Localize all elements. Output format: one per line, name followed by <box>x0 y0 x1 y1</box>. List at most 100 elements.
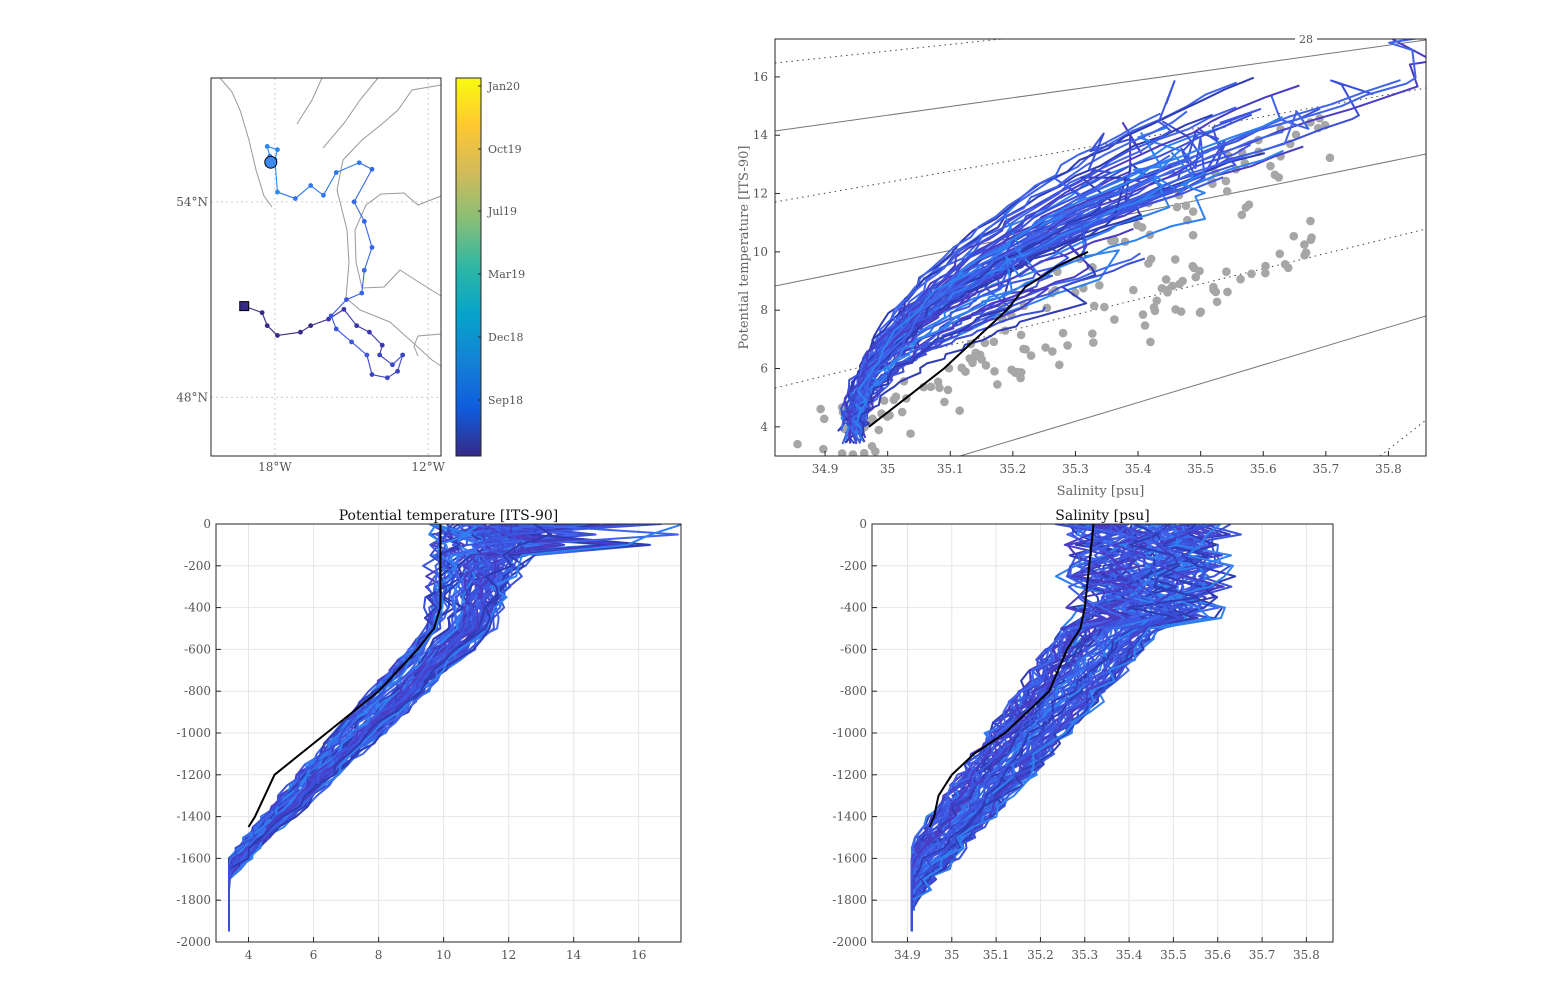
reference-point <box>1144 259 1153 268</box>
track-point <box>361 218 367 224</box>
profile-line <box>228 524 622 922</box>
reference-point <box>940 397 949 407</box>
profile-y-tick-label: -200 <box>840 559 867 573</box>
profile-y-tick-label: -600 <box>184 642 211 656</box>
track-point <box>351 199 357 205</box>
reference-point <box>1181 201 1191 210</box>
isopycnal-label: 28 <box>1299 33 1313 46</box>
reference-point <box>1140 321 1150 330</box>
profile-y-tick-label: 0 <box>203 517 211 531</box>
profile-plot-area <box>216 524 681 942</box>
ts-x-axis-label: Salinity [psu] <box>1057 484 1145 499</box>
track-point <box>308 323 314 329</box>
track-segment <box>369 331 383 346</box>
reference-point <box>1306 235 1316 245</box>
ts-x-tick-label: 35.2 <box>1000 462 1027 476</box>
isopycnal-line <box>775 39 1426 132</box>
reference-point <box>1222 186 1232 196</box>
track-segment <box>335 328 352 343</box>
profile-title: Salinity [psu] <box>1055 508 1149 524</box>
reference-point <box>859 448 869 456</box>
track-segment <box>371 373 388 379</box>
reference-point <box>1088 329 1097 338</box>
track-segment <box>351 341 368 356</box>
profile-x-tick-label: 12 <box>501 948 516 962</box>
profile-x-tick-label: 6 <box>310 948 318 962</box>
ts-x-tick-label: 35.3 <box>1062 462 1089 476</box>
reference-point <box>1178 276 1187 286</box>
reference-point <box>1157 284 1167 293</box>
ts-profile-line <box>849 132 1134 436</box>
profile-line <box>910 524 1219 912</box>
profile-x-tick-label: 35.6 <box>1204 948 1231 962</box>
profile-y-tick-label: -1800 <box>176 893 211 907</box>
reference-point <box>1129 285 1138 295</box>
reference-point <box>1247 269 1256 279</box>
reference-point <box>897 407 907 417</box>
profile-y-tick-label: -1400 <box>176 810 211 824</box>
track-point <box>395 368 400 374</box>
ts-frame <box>774 38 1427 457</box>
temperature-profile-panel: 4 6 8 10 12 14 16 0 -200 -400 -600 -800 -1000 -1200 -1… <box>176 508 682 962</box>
reference-point <box>1152 296 1162 305</box>
track-point <box>298 329 303 335</box>
track-point <box>377 352 383 358</box>
profile-x-tick-label: 35 <box>944 948 959 962</box>
reference-point <box>1110 315 1119 324</box>
ts-x-tick-label: 35.4 <box>1125 462 1152 476</box>
track-point <box>264 323 270 329</box>
reference-point <box>1161 275 1171 284</box>
ts-x-tick-label: 35.8 <box>1375 462 1402 476</box>
profile-line <box>228 524 645 922</box>
track-point <box>384 375 390 381</box>
ts-profile-line <box>851 245 1037 435</box>
reference-point <box>1042 303 1052 313</box>
reference-point <box>926 382 936 392</box>
ts-panel: 28 34.9 35 35.1 35.2 35.3 35.4 35.5 35.6 35.7 35.8… <box>737 33 1427 499</box>
reference-point <box>1222 267 1231 276</box>
colorbar <box>455 77 482 457</box>
track-point <box>321 192 326 198</box>
track-segment <box>310 318 329 327</box>
profile-line <box>228 524 556 922</box>
profile-x-tick-label: 14 <box>566 948 582 962</box>
reference-point <box>1048 347 1057 356</box>
track-point <box>333 170 339 175</box>
profile-line <box>228 524 618 932</box>
reference-point <box>867 441 877 451</box>
track-point <box>259 310 265 316</box>
map-frame <box>210 77 442 457</box>
reference-point <box>1058 328 1068 338</box>
profile-x-tick-label: 16 <box>631 948 646 962</box>
track-segment <box>361 270 365 294</box>
reference-point <box>819 414 829 424</box>
reference-point <box>1041 343 1050 352</box>
track-segment <box>366 354 373 375</box>
ts-profile-line <box>856 116 1283 423</box>
bathymetry-contour <box>413 333 442 357</box>
reference-point <box>1019 344 1028 354</box>
track-point <box>341 306 347 312</box>
profile-x-tick-label: 10 <box>436 948 451 962</box>
ts-y-tick-label: 10 <box>753 245 768 259</box>
reference-point <box>1266 161 1275 171</box>
track-segment <box>379 354 393 366</box>
reference-point <box>1261 268 1270 278</box>
reference-point <box>1172 202 1182 212</box>
profile-x-tick-label: 35.8 <box>1293 948 1320 962</box>
track-point <box>369 372 375 377</box>
profile-x-tick-label: 8 <box>375 948 383 962</box>
reference-point <box>1209 282 1218 292</box>
track-point <box>361 267 367 273</box>
map-panel: 18°W 12°W 54°N 48°N Jan20 Oct19 Jul19 Mar19 Dec1… <box>176 77 525 474</box>
track-point <box>328 313 334 319</box>
track-segment <box>294 185 312 199</box>
profile-y-tick-label: -1600 <box>832 851 867 865</box>
ts-y-tick-label: 4 <box>760 420 768 434</box>
ts-x-tick-label: 35 <box>880 462 895 476</box>
reference-point <box>993 380 1002 389</box>
ts-x-tick-label: 35.7 <box>1312 462 1339 476</box>
reference-point <box>1195 308 1205 317</box>
ts-y-tick-label: 12 <box>753 187 768 201</box>
profile-line <box>228 524 599 911</box>
